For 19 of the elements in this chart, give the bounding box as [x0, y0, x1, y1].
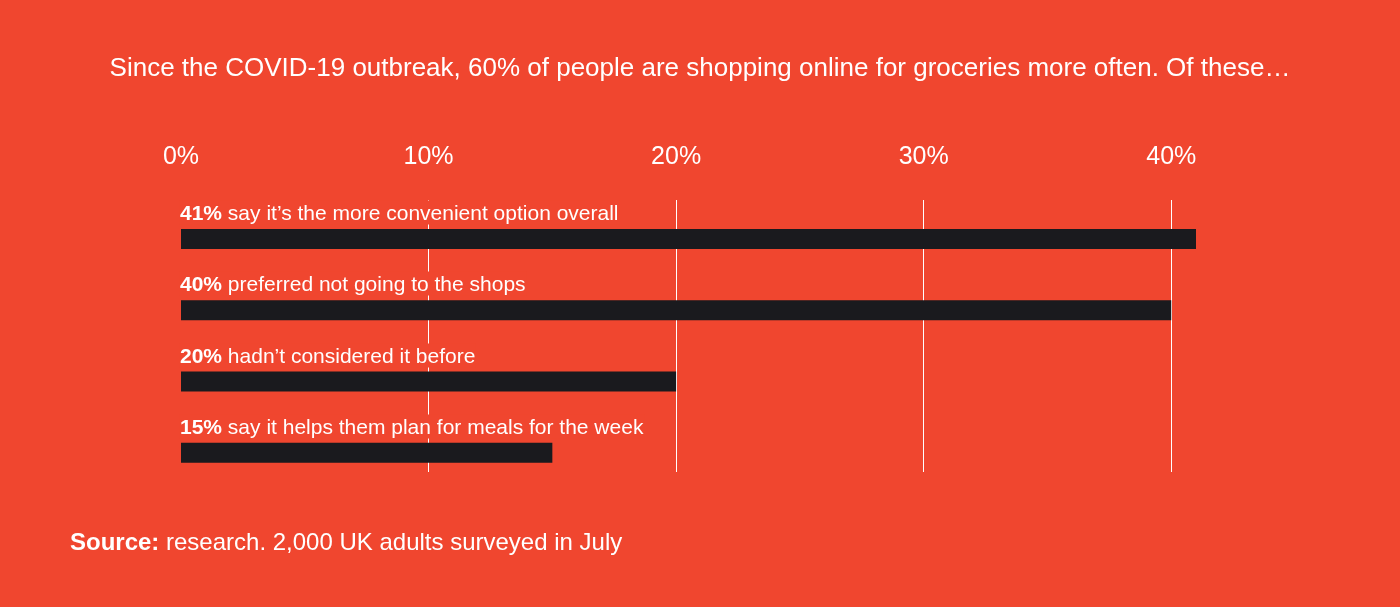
bar [181, 229, 1196, 249]
data-label: 20% [180, 344, 223, 367]
x-tick-label: 10% [403, 141, 454, 169]
bar [181, 442, 553, 463]
bar [181, 300, 1172, 321]
x-tick-label: 20% [651, 141, 702, 169]
y-tick-label: hadn’t considered it before [227, 344, 476, 367]
bar [181, 371, 677, 392]
y-tick-label: say it’s the more convenient option overall [227, 201, 619, 224]
x-tick-label: 30% [898, 141, 949, 169]
source-note: Source: research. 2,000 UK adults surveyed in July [70, 528, 623, 555]
chart-title: Since the COVID-19 outbreak, 60% of people are shopping online for groceries more often. Of these… [109, 51, 1291, 82]
x-tick-label: 40% [1146, 141, 1197, 169]
data-label: 40% [180, 272, 223, 295]
y-tick-label: preferred not going to the shops [227, 272, 526, 295]
data-label: 41% [180, 201, 223, 224]
data-label: 15% [180, 415, 223, 438]
x-tick-label: 0% [162, 141, 200, 169]
y-tick-label: say it helps them plan for meals for the week [227, 415, 644, 438]
